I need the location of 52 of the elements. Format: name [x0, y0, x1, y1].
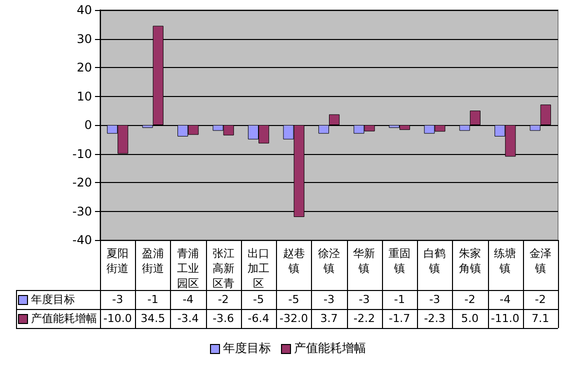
- data-label: -3: [111, 292, 124, 308]
- y-tick-label: -20: [72, 176, 92, 190]
- y-tick-label: -10: [72, 146, 92, 161]
- y-tick-label: 30: [76, 32, 92, 46]
- data-label: -3.6: [212, 311, 236, 327]
- data-label: -2: [216, 292, 230, 308]
- data-label: -1: [392, 292, 406, 308]
- data-label: -2.2: [352, 311, 376, 327]
- y-tick-label: 40: [76, 3, 92, 17]
- legend-label: 产值能耗增幅: [31, 312, 97, 325]
- x-tick-label: 重固镇: [388, 247, 410, 275]
- text: 产值能耗增幅: [294, 341, 366, 355]
- x-tick-label: 徐泾镇: [318, 247, 340, 275]
- x-tick-label: 白鹤镇: [424, 247, 446, 275]
- x-tick-label: 出口加工区: [248, 247, 270, 290]
- x-tick-label: 青浦工业园区: [177, 247, 200, 290]
- x-tick-label: 练塘镇: [494, 247, 516, 275]
- data-label: -10.0: [102, 311, 133, 327]
- data-label: 3.7: [319, 311, 339, 327]
- x-tick-label: 夏阳街道: [106, 247, 129, 275]
- data-label: -4: [182, 292, 195, 308]
- x-tick-label: 华新镇: [353, 247, 376, 275]
- data-label: 5.0: [460, 311, 480, 327]
- legend-label: 年度目标: [31, 293, 75, 306]
- y-tick-label: 0: [84, 118, 92, 132]
- y-tick-label: -40: [72, 233, 92, 247]
- y-tick-label: 20: [76, 60, 92, 74]
- data-label: -2.3: [422, 311, 446, 327]
- data-label: -1: [146, 292, 160, 308]
- data-label: -3: [358, 292, 371, 308]
- x-tick-label: 赵巷镇: [282, 247, 305, 275]
- data-label: -3: [428, 292, 442, 308]
- y-tick-label: 10: [76, 89, 92, 104]
- x-tick-label: 盈浦街道: [142, 247, 164, 275]
- y-tick-label: -30: [72, 204, 92, 218]
- data-label: -5: [287, 292, 300, 308]
- data-label: -4: [498, 292, 512, 308]
- data-label: 34.5: [140, 311, 166, 327]
- text: 年度目标: [223, 341, 271, 355]
- data-label: -11.0: [490, 311, 520, 327]
- x-tick-label: 张江高新区青: [212, 247, 234, 290]
- data-label: 7.1: [530, 311, 550, 327]
- data-label: -6.4: [246, 311, 270, 327]
- data-label: -5: [252, 292, 266, 308]
- x-tick-label: 金泽镇: [529, 247, 552, 275]
- data-label: -3.4: [176, 311, 200, 327]
- data-label: -3: [322, 292, 336, 308]
- data-label: -2: [463, 292, 476, 308]
- data-label: -1.7: [388, 311, 412, 327]
- data-label: -2: [534, 292, 547, 308]
- x-tick-label: 朱家角镇: [458, 247, 481, 275]
- data-label: -32.0: [278, 311, 309, 327]
